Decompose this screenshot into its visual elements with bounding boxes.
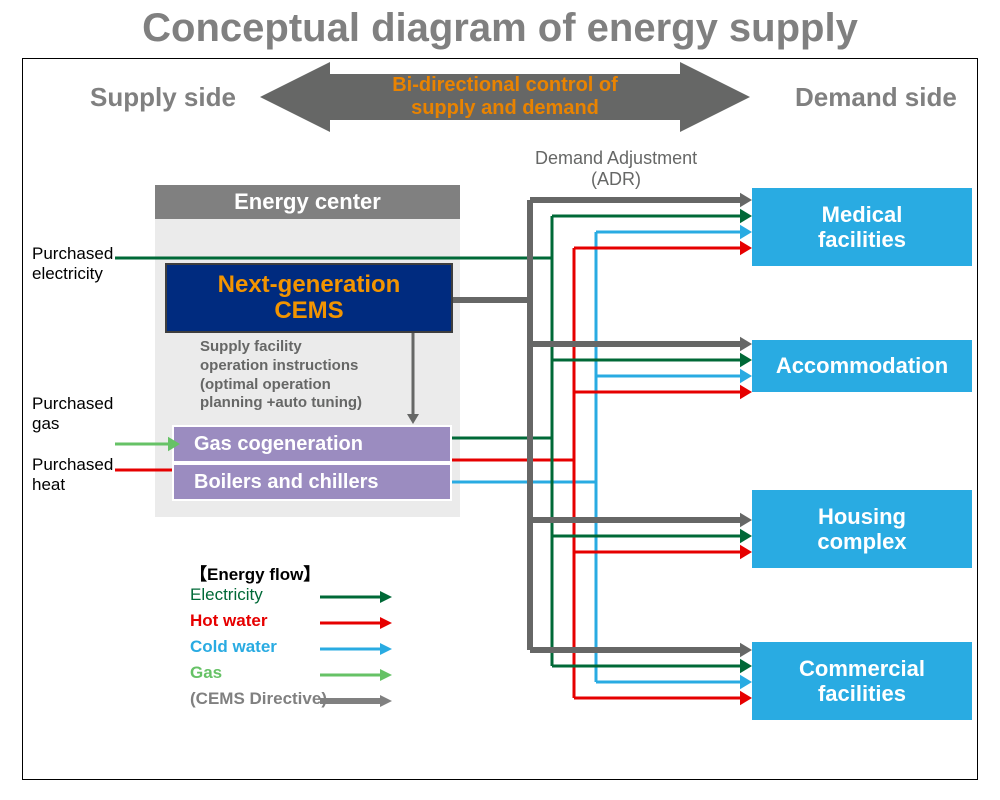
legend-arrow-hot [320, 613, 394, 633]
purchased-heat-label: Purchased heat [32, 455, 113, 494]
legend-title: 【Energy flow】 [190, 560, 320, 585]
boilers-chillers-box: Boilers and chillers [172, 463, 452, 501]
diagram-canvas: Conceptual diagram of energy supply Bi-d… [0, 0, 1000, 800]
bidirectional-arrow: Bi-directional control of supply and dem… [260, 62, 750, 132]
demand-box-housing: Housing complex [752, 490, 972, 568]
legend-label-cems_dir: (CEMS Directive) [190, 689, 327, 709]
demand-box-medical: Medical facilities [752, 188, 972, 266]
energy-center-header: Energy center [155, 185, 460, 219]
demand-box-accommodation: Accommodation [752, 340, 972, 392]
gas-cogeneration-box: Gas cogeneration [172, 425, 452, 463]
legend-arrow-gas [320, 665, 394, 685]
instructions-text: Supply facility operation instructions (… [200, 338, 362, 413]
demand-box-commercial: Commercial facilities [752, 642, 972, 720]
purchased-gas-label: Purchased gas [32, 394, 113, 433]
legend-arrow-cems_dir [320, 691, 394, 711]
bidir-arrow-text: Bi-directional control of supply and dem… [260, 62, 750, 132]
legend-label-gas: Gas [190, 663, 222, 683]
cems-box: Next-generation CEMS [165, 263, 453, 333]
purchased-electricity-label: Purchased electricity [32, 244, 113, 283]
legend-label-cold: Cold water [190, 637, 277, 657]
diagram-title: Conceptual diagram of energy supply [0, 6, 1000, 51]
legend-label-hot: Hot water [190, 611, 267, 631]
demand-side-label: Demand side [795, 82, 957, 113]
supply-side-label: Supply side [90, 82, 236, 113]
adr-label: Demand Adjustment (ADR) [535, 148, 697, 189]
legend-arrow-cold [320, 639, 394, 659]
legend-label-electricity: Electricity [190, 585, 263, 605]
legend-arrow-electricity [320, 587, 394, 607]
